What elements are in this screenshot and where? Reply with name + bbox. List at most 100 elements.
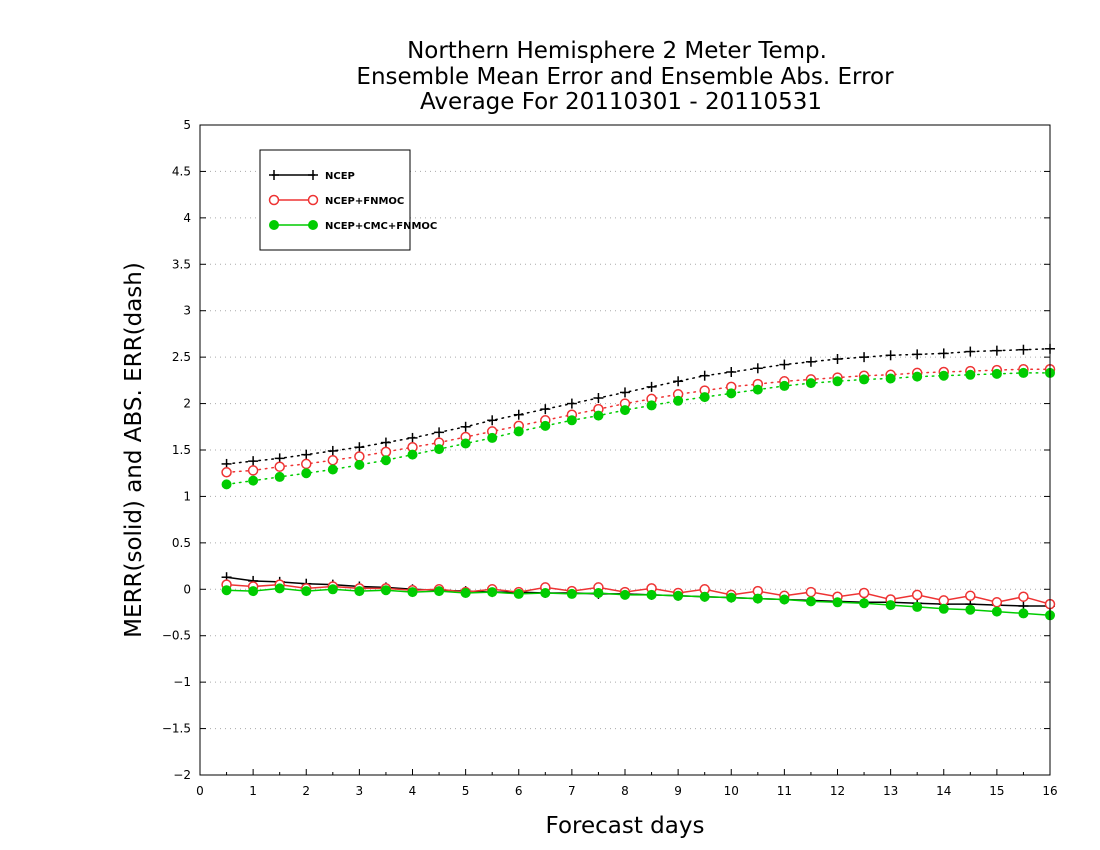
mean-error-point	[327, 584, 338, 595]
abs-error-point	[301, 458, 312, 470]
mean-error-point	[911, 589, 923, 601]
x-tick-label: 1	[249, 784, 257, 798]
mean-error-point	[699, 591, 710, 602]
mean-error-point	[885, 600, 896, 611]
x-tick-label: 7	[568, 784, 576, 798]
legend-marker-right	[308, 170, 318, 180]
y-tick-label: 0	[183, 582, 191, 596]
x-tick-label: 12	[830, 784, 845, 798]
mean-error-point	[912, 601, 923, 612]
mean-error-point	[434, 586, 445, 597]
abs-error-line	[225, 372, 1051, 486]
y-tick-label: −1.5	[162, 722, 191, 736]
abs-error-point	[566, 398, 577, 409]
legend-marker-right	[308, 220, 318, 230]
title-line-1: Northern Hemisphere 2 Meter Temp.	[407, 38, 827, 64]
y-tick-label: 3.5	[172, 257, 191, 271]
abs-error-point	[460, 438, 471, 449]
y-tick-label: −0.5	[162, 629, 191, 643]
abs-error-point	[938, 370, 949, 381]
mean-error-point	[805, 586, 817, 598]
abs-error-point	[540, 420, 551, 431]
mean-error-point	[991, 597, 1003, 608]
abs-error-point	[646, 400, 657, 411]
legend-entry: NCEP	[269, 170, 355, 182]
abs-error-point	[487, 415, 498, 426]
abs-error-point	[221, 479, 232, 490]
abs-error-point	[407, 449, 418, 460]
abs-error-point	[832, 354, 843, 364]
abs-error-point	[779, 380, 790, 391]
abs-error-point	[487, 432, 498, 443]
y-tick-label: 5	[183, 118, 191, 132]
abs-error-point	[991, 345, 1002, 356]
y-tick-label: 2	[183, 397, 191, 411]
legend-marker-left	[269, 220, 279, 230]
legend-marker-left	[269, 170, 279, 180]
abs-error-point	[673, 376, 684, 387]
x-tick-label: 0	[196, 784, 204, 798]
x-tick-label: 15	[989, 784, 1004, 798]
abs-error-point	[673, 395, 684, 406]
abs-error-point	[752, 363, 763, 374]
mean-error-point	[593, 588, 604, 598]
mean-error-point	[805, 596, 816, 607]
mean-error-point	[673, 590, 684, 601]
mean-error-point	[832, 597, 843, 608]
chart-title: Northern Hemisphere 2 Meter Temp. Ensemb…	[356, 38, 894, 115]
abs-error-point	[513, 409, 524, 420]
y-tick-label: 2.5	[172, 350, 191, 364]
legend: NCEP NCEP+FNMOC NCEP+CMC+FNMOC	[259, 149, 437, 251]
mean-error-point	[301, 586, 312, 597]
abs-error-point	[248, 475, 259, 486]
mean-error-line	[226, 587, 1051, 617]
mean-error-point	[938, 603, 949, 614]
abs-error-point	[513, 426, 524, 437]
abs-error-point	[938, 348, 949, 359]
mean-error-point	[460, 588, 471, 598]
abs-error-point	[620, 405, 630, 416]
abs-error-point	[726, 367, 737, 377]
abs-error-point	[752, 384, 763, 395]
abs-error-point	[726, 388, 737, 399]
series-ncep-fnmoc	[221, 363, 1056, 610]
mean-error-point	[620, 589, 630, 600]
abs-error-point	[1018, 344, 1029, 355]
mean-error-point	[248, 586, 259, 597]
x-tick-label: 4	[409, 784, 417, 798]
series-ncep-cmc-fnmoc	[221, 367, 1055, 621]
mean-error-point	[965, 604, 976, 615]
abs-error-point	[354, 451, 365, 462]
x-tick-label: 3	[356, 784, 364, 798]
legend-entry: NCEP+CMC+FNMOC	[269, 220, 437, 232]
abs-error-point	[699, 370, 710, 381]
abs-error-point	[805, 356, 816, 367]
mean-error-line	[226, 576, 1050, 607]
gridlines	[200, 170, 1050, 730]
mean-error-point	[274, 583, 285, 594]
mean-error-point	[1018, 608, 1029, 619]
abs-error-point	[274, 461, 285, 472]
title-line-2: Ensemble Mean Error and Ensemble Abs. Er…	[356, 64, 894, 90]
abs-error-point	[354, 459, 365, 470]
x-tick-label: 13	[883, 784, 898, 798]
title-line-3: Average For 20110301 - 20110531	[420, 89, 822, 115]
abs-error-point	[832, 376, 843, 387]
legend-entry: NCEP+FNMOC	[268, 194, 404, 207]
abs-error-point	[566, 415, 577, 426]
abs-error-point	[380, 455, 391, 466]
abs-error-point	[859, 352, 870, 363]
abs-error-point	[620, 387, 630, 398]
abs-error-point	[593, 393, 604, 403]
y-tick-label: −1	[173, 675, 191, 689]
abs-error-point	[460, 421, 471, 432]
abs-error-point	[540, 404, 551, 415]
y-axis: −2 −1.5 −1 −0.5 0 0.5 1 1.5 2 2.5 3 3.5 4 4.5 5	[162, 118, 1050, 782]
abs-error-point	[593, 410, 604, 421]
y-tick-label: 0.5	[172, 536, 191, 550]
mean-error-point	[859, 598, 870, 609]
mean-error-point	[566, 588, 577, 599]
abs-error-point	[221, 467, 232, 478]
legend-marker-left	[268, 194, 280, 206]
abs-error-point	[912, 371, 923, 382]
